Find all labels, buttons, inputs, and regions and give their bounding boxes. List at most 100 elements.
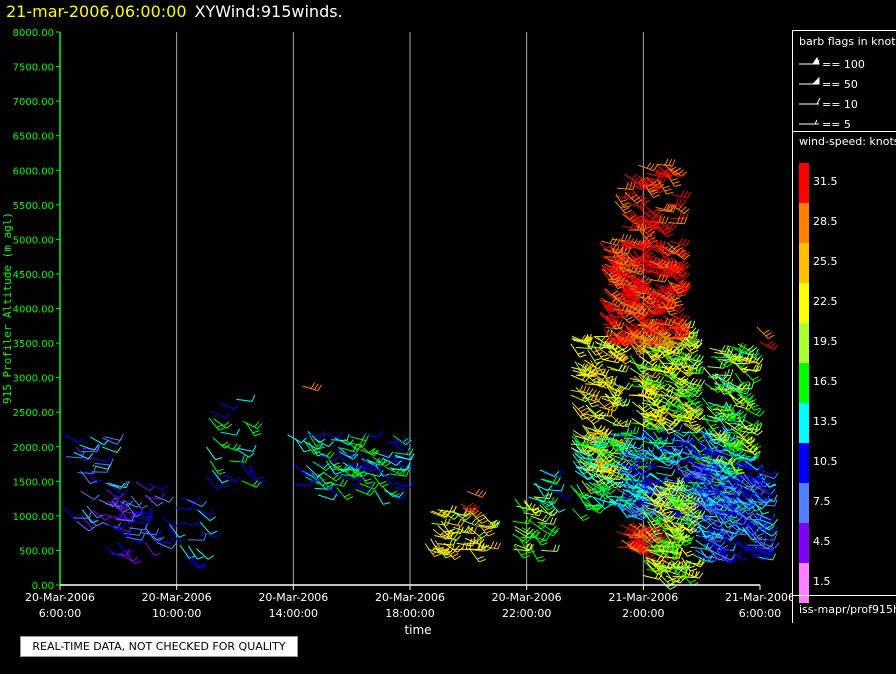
wind-barb: [573, 448, 593, 460]
wind-barb: [572, 453, 589, 468]
wind-barb: [308, 442, 325, 457]
wind-barb: [757, 467, 778, 476]
wind-barb: [317, 493, 338, 501]
speed-swatch: [799, 443, 809, 483]
wind-barb: [716, 508, 736, 515]
legend-divider-bottom: [793, 595, 896, 596]
x-tick-date: 20-Mar-2006: [258, 591, 328, 604]
x-tick-date: 21-Mar-2006: [725, 591, 792, 604]
y-tick-label: 500.00: [19, 546, 54, 557]
wind-barb: [644, 375, 665, 384]
wind-barb: [114, 513, 134, 521]
barb-flag-sample: [799, 56, 820, 65]
barb-legend-title: barb flags in knots: [799, 35, 896, 48]
wind-barb: [716, 457, 736, 465]
wind-barb: [706, 538, 726, 548]
wind-barb: [606, 364, 627, 372]
x-tick-time: 6:00:00: [739, 607, 781, 620]
wind-barb: [390, 469, 410, 477]
y-tick-label: 8000.00: [13, 28, 54, 39]
wind-barb: [186, 556, 205, 569]
wind-barb: [693, 526, 714, 536]
wind-barb: [600, 297, 617, 313]
wind-barb: [758, 533, 778, 541]
wind-barb: [632, 540, 649, 555]
wind-barb: [612, 337, 633, 347]
wind-barb: [657, 204, 677, 213]
wind-barb: [220, 428, 240, 436]
wind-barb: [544, 469, 564, 477]
wind-barb: [701, 546, 721, 554]
wind-barb: [657, 165, 676, 177]
speed-label: 4.5: [813, 535, 831, 548]
wind-barb: [148, 483, 168, 491]
wind-barb: [632, 190, 650, 204]
wind-barb: [581, 501, 601, 511]
wind-barb: [545, 484, 565, 492]
wind-barb: [132, 510, 153, 519]
wind-barb: [73, 451, 94, 460]
wind-barb: [642, 397, 663, 406]
wind-barb: [755, 520, 775, 531]
wind-barb: [731, 519, 751, 527]
wind-barb: [189, 555, 207, 569]
wind-barb: [670, 249, 690, 260]
wind-barb: [322, 471, 342, 482]
wind-barb: [640, 370, 661, 379]
wind-barb: [584, 359, 604, 370]
wind-barb: [654, 389, 674, 397]
wind-barb: [460, 518, 480, 526]
y-tick-label: 3500.00: [13, 339, 54, 350]
wind-barb: [373, 451, 394, 459]
wind-barb: [440, 520, 458, 535]
wind-barb: [756, 553, 777, 561]
wind-barb: [573, 333, 592, 342]
wind-barb: [662, 482, 683, 492]
wind-barb: [241, 480, 262, 488]
wind-barb: [104, 546, 124, 557]
wind-barb: [116, 514, 136, 522]
wind-barb: [746, 523, 764, 537]
wind-barb: [335, 486, 354, 501]
wind-barb: [644, 335, 664, 344]
speed-swatch: [799, 523, 809, 563]
y-tick-label: 4500.00: [13, 270, 54, 281]
wind-barb: [237, 445, 257, 453]
x-tick-date: 21-Mar-2006: [608, 591, 678, 604]
wind-barb: [305, 429, 325, 438]
wind-barb: [748, 499, 768, 510]
wind-barb: [535, 482, 551, 497]
wind-barb: [671, 434, 691, 445]
wind-barb: [724, 349, 743, 357]
wind-barb: [663, 551, 683, 559]
x-tick-time: 2:00:00: [622, 607, 664, 620]
wind-barb: [753, 500, 770, 515]
wind-barb: [441, 533, 462, 542]
barb-flag-sample: [799, 97, 821, 105]
wind-barb: [697, 462, 715, 476]
speed-label: 31.5: [813, 175, 838, 188]
wind-barb: [385, 466, 406, 475]
wind-barb: [652, 534, 672, 545]
wind-barb: [685, 559, 706, 568]
wind-barb: [85, 513, 103, 527]
wind-barb-chart: 20-Mar-2006 6:00:00 20-Mar-2006 10:00:00 20-…: [1, 28, 792, 637]
wind-barb: [684, 356, 704, 367]
wind-barb: [642, 454, 659, 469]
wind-barb: [632, 338, 648, 353]
wind-barb: [675, 463, 692, 477]
wind-barb: [665, 351, 682, 366]
y-tick-label: 1500.00: [13, 477, 54, 488]
wind-barb: [736, 498, 756, 510]
wind-barb: [73, 511, 92, 519]
wind-barb: [686, 410, 706, 421]
x-tick-date: 20-Mar-2006: [492, 591, 562, 604]
wind-barb: [424, 543, 442, 557]
wind-barb: [112, 526, 132, 537]
wind-barb: [724, 420, 744, 431]
speed-swatch: [799, 203, 809, 243]
wind-barb: [737, 416, 755, 431]
wind-barb: [628, 252, 646, 266]
wind-barb: [586, 435, 606, 445]
wind-barb: [705, 430, 722, 445]
